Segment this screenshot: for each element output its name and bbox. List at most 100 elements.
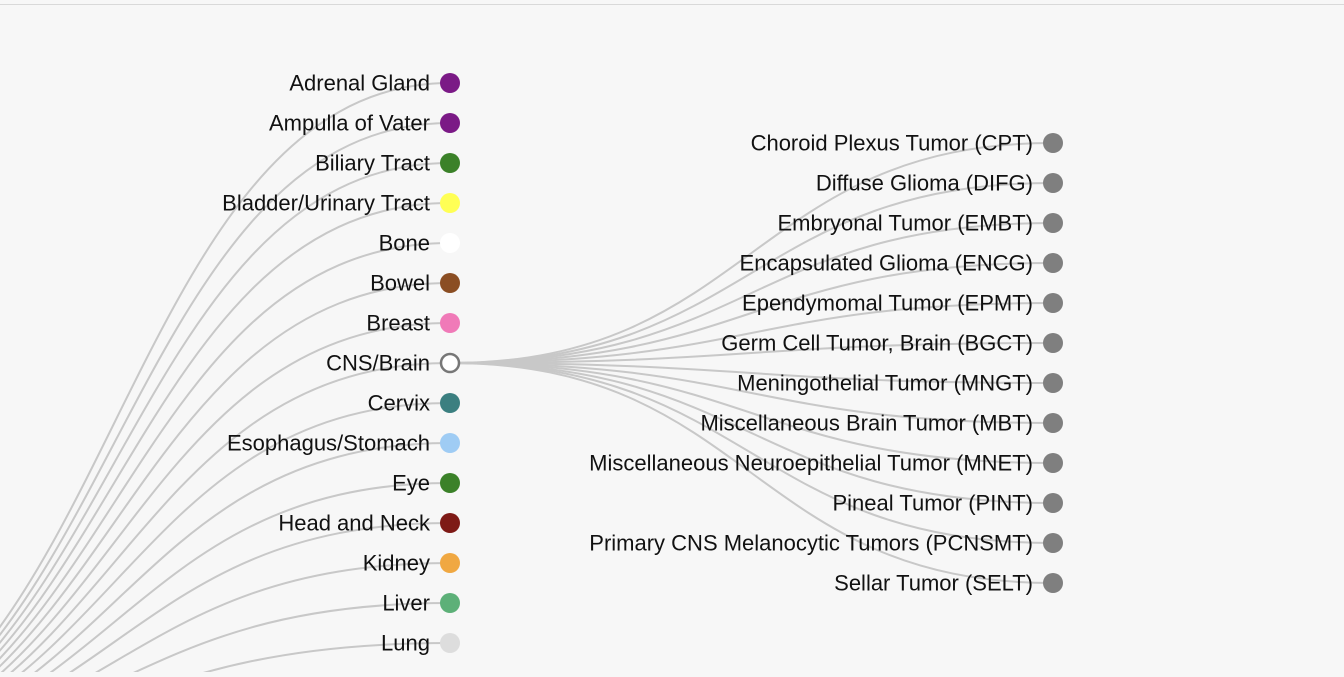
link-ampulla-of-vater: [0, 122, 451, 637]
node-lung-dot[interactable]: [440, 633, 460, 653]
link-bladder-urinary-tract: [0, 202, 451, 652]
node-adrenal-gland-dot[interactable]: [440, 73, 460, 93]
node-primary-cns-melanocytic-tumors-pcnsmt-dot[interactable]: [1043, 533, 1063, 553]
node-miscellaneous-brain-tumor-mbt-dot[interactable]: [1043, 413, 1063, 433]
node-head-and-neck-dot[interactable]: [440, 513, 460, 533]
node-sellar-tumor-selt[interactable]: Sellar Tumor (SELT): [834, 571, 1063, 596]
node-germ-cell-tumor-brain-bgct[interactable]: Germ Cell Tumor, Brain (BGCT): [721, 331, 1063, 356]
node-bone-label: Bone: [379, 231, 430, 256]
link-breast: [0, 322, 451, 676]
node-biliary-tract-dot[interactable]: [440, 153, 460, 173]
node-pineal-tumor-pint-label: Pineal Tumor (PINT): [833, 491, 1034, 516]
top-divider: [0, 4, 1344, 5]
link-bowel: [0, 282, 451, 668]
node-bone[interactable]: Bone: [379, 231, 460, 256]
link-kidney: [86, 562, 451, 677]
node-adrenal-gland[interactable]: Adrenal Gland: [289, 71, 460, 96]
node-breast[interactable]: Breast: [366, 311, 460, 336]
link-meningothelial-tumor-mngt: [449, 362, 1054, 384]
node-breast-label: Breast: [366, 311, 430, 336]
node-biliary-tract[interactable]: Biliary Tract: [315, 151, 460, 176]
node-choroid-plexus-tumor-cpt-label: Choroid Plexus Tumor (CPT): [751, 131, 1033, 156]
node-cervix-label: Cervix: [368, 391, 430, 416]
node-bowel[interactable]: Bowel: [370, 271, 460, 296]
node-encapsulated-glioma-encg-dot[interactable]: [1043, 253, 1063, 273]
tree-nodes: Adrenal Gland Ampulla of Vater Biliary Tra…: [222, 71, 1063, 656]
node-primary-cns-melanocytic-tumors-pcnsmt-label: Primary CNS Melanocytic Tumors (PCNSMT): [589, 531, 1033, 556]
node-liver-dot[interactable]: [440, 593, 460, 613]
link-biliary-tract: [0, 162, 451, 644]
node-head-and-neck[interactable]: Head and Neck: [278, 511, 460, 536]
node-cervix-dot[interactable]: [440, 393, 460, 413]
node-biliary-tract-label: Biliary Tract: [315, 151, 430, 176]
link-germ-cell-tumor-brain-bgct: [449, 342, 1054, 364]
node-lung[interactable]: Lung: [381, 631, 460, 656]
node-breast-dot[interactable]: [440, 313, 460, 333]
node-pineal-tumor-pint-dot[interactable]: [1043, 493, 1063, 513]
node-bone-dot[interactable]: [440, 233, 460, 253]
node-cervix[interactable]: Cervix: [368, 391, 460, 416]
node-bladder-urinary-tract-dot[interactable]: [440, 193, 460, 213]
node-diffuse-glioma-difg-label: Diffuse Glioma (DIFG): [816, 171, 1033, 196]
node-miscellaneous-neuroepithelial-tumor-mnet-dot[interactable]: [1043, 453, 1063, 473]
node-ependymomal-tumor-epmt[interactable]: Ependymomal Tumor (EPMT): [742, 291, 1063, 316]
link-ependymomal-tumor-epmt: [449, 302, 1054, 364]
node-meningothelial-tumor-mngt-dot[interactable]: [1043, 373, 1063, 393]
node-adrenal-gland-label: Adrenal Gland: [289, 71, 430, 96]
node-miscellaneous-neuroepithelial-tumor-mnet[interactable]: Miscellaneous Neuroepithelial Tumor (MNE…: [589, 451, 1063, 476]
node-kidney[interactable]: Kidney: [363, 551, 460, 576]
node-esophagus-stomach[interactable]: Esophagus/Stomach: [227, 431, 460, 456]
link-cervix: [14, 402, 451, 677]
node-embryonal-tumor-embt-dot[interactable]: [1043, 213, 1063, 233]
node-bowel-label: Bowel: [370, 271, 430, 296]
node-pineal-tumor-pint[interactable]: Pineal Tumor (PINT): [833, 491, 1064, 516]
node-ependymomal-tumor-epmt-label: Ependymomal Tumor (EPMT): [742, 291, 1033, 316]
link-bone: [0, 242, 451, 660]
node-esophagus-stomach-dot[interactable]: [440, 433, 460, 453]
node-ampulla-of-vater-label: Ampulla of Vater: [269, 111, 430, 136]
node-germ-cell-tumor-brain-bgct-dot[interactable]: [1043, 333, 1063, 353]
node-liver[interactable]: Liver: [382, 591, 460, 616]
node-sellar-tumor-selt-dot[interactable]: [1043, 573, 1063, 593]
node-cns-brain[interactable]: CNS/Brain: [326, 351, 461, 376]
node-choroid-plexus-tumor-cpt[interactable]: Choroid Plexus Tumor (CPT): [751, 131, 1063, 156]
node-eye-dot[interactable]: [440, 473, 460, 493]
link-miscellaneous-neuroepithelial-tumor-mnet: [449, 362, 1054, 464]
node-bladder-urinary-tract[interactable]: Bladder/Urinary Tract: [222, 191, 460, 216]
node-meningothelial-tumor-mngt-label: Meningothelial Tumor (MNGT): [737, 371, 1033, 396]
node-kidney-dot[interactable]: [440, 553, 460, 573]
node-diffuse-glioma-difg-dot[interactable]: [1043, 173, 1063, 193]
node-encapsulated-glioma-encg[interactable]: Encapsulated Glioma (ENCG): [740, 251, 1063, 276]
node-encapsulated-glioma-encg-label: Encapsulated Glioma (ENCG): [740, 251, 1033, 276]
node-meningothelial-tumor-mngt[interactable]: Meningothelial Tumor (MNGT): [737, 371, 1063, 396]
link-cns-brain: [4, 362, 451, 677]
node-cns-brain-dot[interactable]: [439, 352, 461, 374]
node-liver-label: Liver: [382, 591, 430, 616]
tree-links: [0, 82, 1054, 677]
node-bowel-dot[interactable]: [440, 273, 460, 293]
link-sellar-tumor-selt: [449, 362, 1054, 584]
link-adrenal-gland: [0, 82, 451, 629]
node-choroid-plexus-tumor-cpt-dot[interactable]: [1043, 133, 1063, 153]
node-primary-cns-melanocytic-tumors-pcnsmt[interactable]: Primary CNS Melanocytic Tumors (PCNSMT): [589, 531, 1063, 556]
link-esophagus-stomach: [27, 442, 451, 677]
link-primary-cns-melanocytic-tumors-pcnsmt: [449, 362, 1054, 544]
node-ependymomal-tumor-epmt-dot[interactable]: [1043, 293, 1063, 313]
node-miscellaneous-brain-tumor-mbt[interactable]: Miscellaneous Brain Tumor (MBT): [700, 411, 1063, 436]
node-ampulla-of-vater-dot[interactable]: [440, 113, 460, 133]
node-kidney-label: Kidney: [363, 551, 430, 576]
node-eye[interactable]: Eye: [392, 471, 460, 496]
node-diffuse-glioma-difg[interactable]: Diffuse Glioma (DIFG): [816, 171, 1063, 196]
node-head-and-neck-label: Head and Neck: [278, 511, 431, 536]
node-embryonal-tumor-embt[interactable]: Embryonal Tumor (EMBT): [778, 211, 1064, 236]
node-cns-brain-label: CNS/Brain: [326, 351, 430, 376]
node-bladder-urinary-tract-label: Bladder/Urinary Tract: [222, 191, 430, 216]
link-head-and-neck: [61, 522, 451, 677]
link-eye: [42, 482, 451, 677]
link-diffuse-glioma-difg: [449, 182, 1054, 364]
node-esophagus-stomach-label: Esophagus/Stomach: [227, 431, 430, 456]
node-ampulla-of-vater[interactable]: Ampulla of Vater: [269, 111, 460, 136]
node-germ-cell-tumor-brain-bgct-label: Germ Cell Tumor, Brain (BGCT): [721, 331, 1033, 356]
